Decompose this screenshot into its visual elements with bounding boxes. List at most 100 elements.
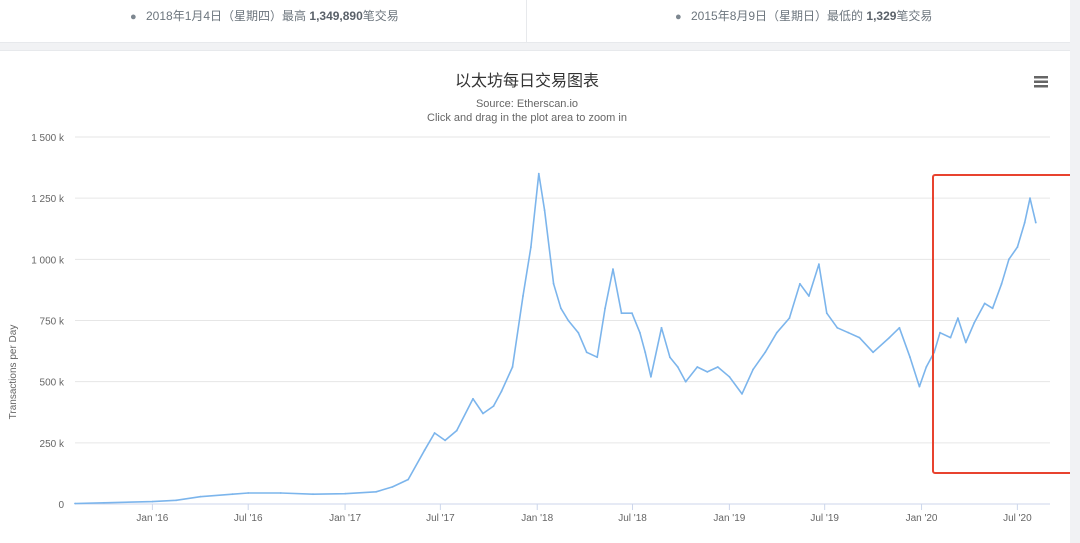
stat-high-value: 1,349,890 bbox=[309, 9, 363, 23]
x-tick-label: Jul '16 bbox=[234, 513, 263, 524]
stat-high-suffix: 笔交易 bbox=[362, 9, 399, 23]
data-point bbox=[706, 371, 709, 373]
data-point bbox=[1000, 282, 1003, 285]
data-point bbox=[391, 486, 394, 488]
data-point bbox=[433, 432, 436, 434]
data-point bbox=[423, 449, 426, 452]
lightbulb-icon: ● bbox=[130, 11, 137, 23]
stat-low-date: 2015年8月9日（星期日）最低的 bbox=[691, 9, 864, 23]
transactions-chart[interactable]: 以太坊每日交易图表 Source: Etherscan.io Click and… bbox=[0, 51, 1070, 543]
data-point bbox=[825, 312, 828, 315]
series-0 bbox=[74, 172, 1037, 505]
data-point bbox=[775, 331, 778, 334]
data-point bbox=[644, 351, 647, 354]
data-point bbox=[752, 368, 754, 371]
chart-subtitle: Source: Etherscan.io bbox=[476, 98, 578, 110]
data-point bbox=[716, 366, 719, 368]
data-point bbox=[500, 390, 503, 393]
data-point bbox=[604, 307, 606, 310]
data-point bbox=[612, 268, 614, 270]
x-tick-label: Jan '17 bbox=[329, 513, 361, 524]
data-point bbox=[543, 209, 546, 212]
data-point bbox=[312, 493, 314, 496]
data-point bbox=[511, 366, 514, 368]
data-point bbox=[858, 336, 861, 339]
x-tick-label: Jan '16 bbox=[136, 513, 168, 524]
data-point bbox=[788, 317, 791, 319]
x-tick-label: Jan '20 bbox=[906, 513, 938, 524]
stat-high-date: 2018年1月4日（星期四）最高 bbox=[146, 9, 307, 23]
data-point bbox=[444, 439, 446, 442]
y-tick-label: 0 bbox=[58, 500, 64, 511]
data-point bbox=[492, 405, 495, 407]
x-tick-label: Jul '20 bbox=[1003, 513, 1032, 524]
data-point bbox=[957, 317, 959, 319]
data-point bbox=[764, 351, 767, 354]
data-point bbox=[577, 331, 580, 334]
data-point bbox=[888, 336, 891, 339]
y-axis-ticks: 0 250 k 500 k 750 k 1 000 k 1 250 k 1 500 k bbox=[31, 133, 65, 511]
y-tick-label: 1 000 k bbox=[31, 255, 65, 266]
y-tick-label: 1 500 k bbox=[31, 133, 65, 144]
data-point bbox=[949, 336, 952, 339]
data-point bbox=[1023, 221, 1026, 224]
x-axis-ticks: Jan '16 Jul '16 Jan '17 Jul '17 Jan '18 Jul '… bbox=[75, 503, 1050, 524]
data-point bbox=[669, 356, 671, 359]
y-tick-label: 750 k bbox=[40, 317, 65, 328]
data-point bbox=[522, 295, 524, 297]
data-point bbox=[660, 326, 663, 329]
data-point bbox=[918, 385, 921, 388]
data-point bbox=[103, 501, 105, 504]
stat-low-value: 1,329 bbox=[866, 9, 897, 23]
chart-title: 以太坊每日交易图表 bbox=[455, 72, 599, 90]
data-point bbox=[585, 351, 588, 354]
data-point bbox=[631, 312, 633, 315]
data-point bbox=[560, 307, 562, 310]
lightbulb-icon: ● bbox=[675, 11, 682, 23]
stat-low: ● 2015年8月9日（星期日）最低的 1,329笔交易 bbox=[675, 0, 932, 32]
data-point bbox=[909, 356, 911, 359]
y-tick-label: 1 250 k bbox=[31, 194, 65, 205]
data-point bbox=[799, 282, 801, 285]
data-point bbox=[964, 341, 967, 344]
data-point bbox=[1034, 221, 1037, 224]
chart-card: 以太坊每日交易图表 Source: Etherscan.io Click and… bbox=[0, 50, 1070, 543]
chart-zoom-hint: Click and drag in the plot area to zoom … bbox=[427, 112, 627, 124]
data-point bbox=[231, 493, 234, 496]
data-point bbox=[247, 492, 250, 494]
data-point bbox=[973, 322, 976, 324]
data-point bbox=[639, 331, 641, 334]
data-point bbox=[808, 295, 810, 297]
data-point bbox=[1008, 258, 1010, 261]
data-point bbox=[847, 331, 850, 334]
data-point bbox=[407, 478, 410, 481]
x-tick-label: Jan '19 bbox=[713, 513, 745, 524]
x-tick-label: Jan '18 bbox=[521, 513, 553, 524]
data-point bbox=[983, 302, 986, 305]
data-point bbox=[939, 331, 941, 334]
y-tick-label: 250 k bbox=[40, 439, 65, 450]
stat-low-suffix: 笔交易 bbox=[896, 9, 933, 23]
data-point bbox=[482, 412, 484, 415]
series-layer bbox=[74, 172, 1037, 505]
data-point bbox=[344, 492, 346, 495]
data-point bbox=[925, 366, 928, 368]
stat-divider bbox=[526, 0, 527, 42]
data-point bbox=[74, 502, 76, 505]
hamburger-icon[interactable] bbox=[1034, 76, 1048, 88]
data-point bbox=[1016, 246, 1019, 249]
stats-bar: ● 2018年1月4日（星期四）最高 1,349,890笔交易 ● 2015年8月9… bbox=[0, 0, 1070, 43]
data-point bbox=[728, 375, 731, 378]
data-point bbox=[375, 490, 377, 493]
data-point bbox=[537, 172, 540, 175]
data-point bbox=[199, 495, 202, 498]
data-point bbox=[1029, 197, 1031, 200]
x-tick-label: Jul '19 bbox=[810, 513, 839, 524]
gridlines bbox=[75, 136, 1050, 505]
data-point bbox=[175, 499, 178, 502]
data-point bbox=[151, 500, 154, 503]
data-point bbox=[696, 366, 699, 368]
x-tick-label: Jul '18 bbox=[618, 513, 647, 524]
data-point bbox=[872, 351, 874, 354]
x-tick-label: Jul '17 bbox=[426, 513, 455, 524]
